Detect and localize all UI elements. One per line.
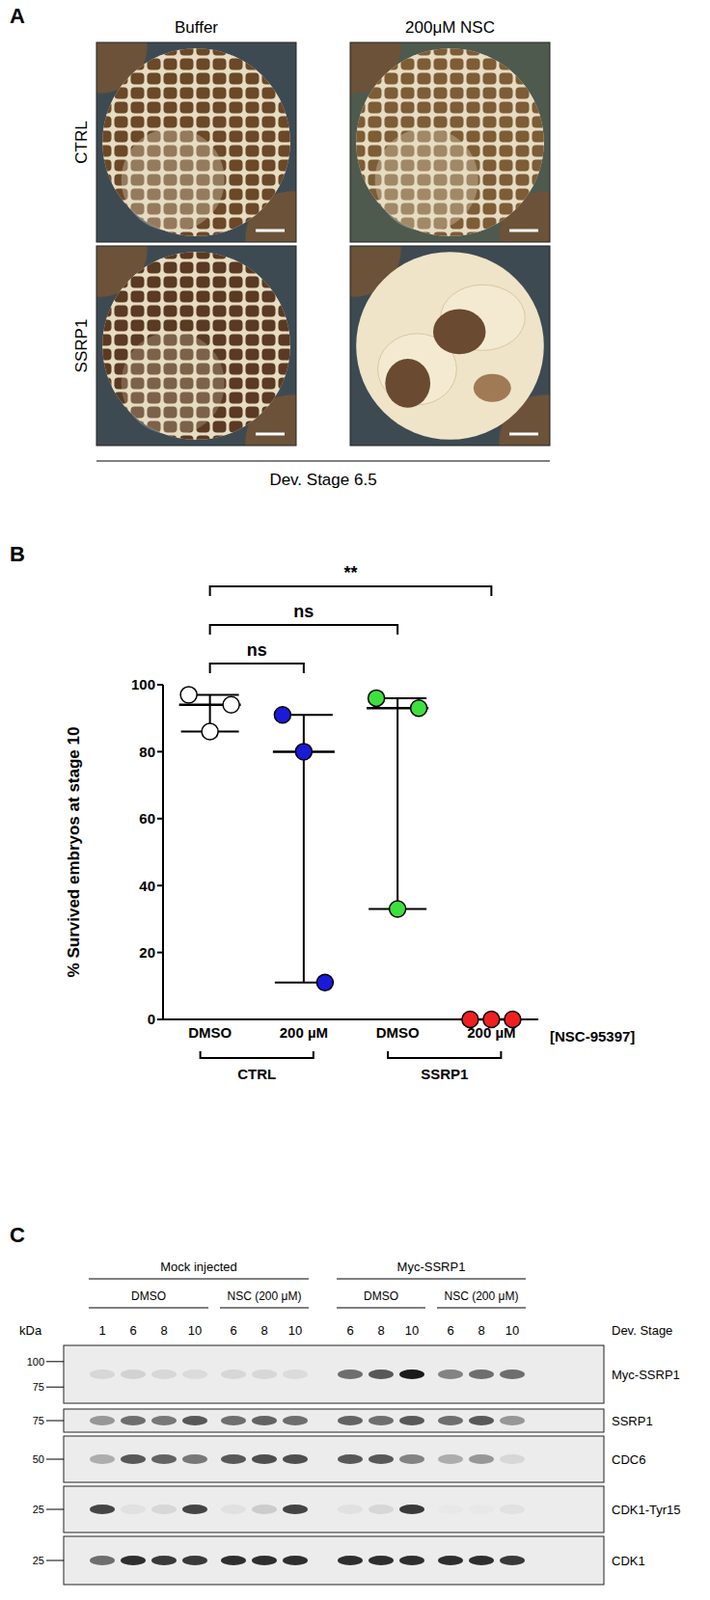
svg-text:NSC (200 μM): NSC (200 μM): [227, 1289, 302, 1304]
svg-text:100: 100: [27, 1356, 45, 1368]
svg-text:DMSO: DMSO: [131, 1289, 166, 1304]
svg-text:CDK1-Tyr15: CDK1-Tyr15: [611, 1502, 682, 1518]
svg-text:6: 6: [446, 1323, 454, 1339]
svg-text:1: 1: [98, 1323, 106, 1339]
svg-text:200 µM: 200 µM: [279, 1024, 328, 1041]
svg-text:60: 60: [138, 810, 156, 827]
svg-text:80: 80: [138, 743, 156, 761]
svg-text:25: 25: [32, 1503, 45, 1516]
svg-text:A: A: [9, 3, 26, 28]
svg-text:Buffer: Buffer: [174, 18, 219, 37]
svg-text:kDa: kDa: [19, 1323, 43, 1339]
svg-text:DMSO: DMSO: [363, 1289, 399, 1304]
svg-text:CTRL: CTRL: [237, 1065, 276, 1083]
svg-text:DMSO: DMSO: [376, 1024, 420, 1041]
svg-text:Myc-SSRP1: Myc-SSRP1: [611, 1367, 681, 1383]
svg-text:25: 25: [32, 1555, 45, 1567]
svg-text:50: 50: [32, 1453, 45, 1466]
svg-text:10: 10: [288, 1323, 302, 1339]
svg-text:ns: ns: [246, 640, 268, 660]
svg-text:8: 8: [260, 1323, 268, 1339]
svg-text:75: 75: [32, 1415, 45, 1427]
svg-text:NSC (200 μM): NSC (200 μM): [444, 1289, 519, 1304]
svg-text:6: 6: [129, 1323, 137, 1339]
svg-text:40: 40: [138, 877, 156, 895]
svg-text:200 µM: 200 µM: [466, 1024, 516, 1041]
svg-text:8: 8: [160, 1323, 167, 1339]
svg-text:75: 75: [32, 1381, 45, 1393]
svg-text:CDK1: CDK1: [611, 1554, 646, 1569]
svg-text:10: 10: [188, 1323, 202, 1339]
svg-text:CDC6: CDC6: [611, 1452, 646, 1468]
svg-text:20: 20: [138, 944, 156, 961]
svg-text:8: 8: [377, 1323, 384, 1339]
svg-text:10: 10: [405, 1323, 419, 1339]
svg-text:% Survived embryos at stage 10: % Survived embryos at stage 10: [64, 727, 83, 979]
svg-text:Mock injected: Mock injected: [160, 1259, 237, 1275]
svg-text:0: 0: [147, 1010, 156, 1028]
svg-text:SSRP1: SSRP1: [420, 1065, 468, 1083]
svg-text:C: C: [9, 1223, 26, 1248]
svg-text:200μM NSC: 200μM NSC: [405, 18, 495, 37]
svg-text:6: 6: [229, 1323, 237, 1339]
svg-text:[NSC-95397]: [NSC-95397]: [549, 1028, 635, 1045]
svg-text:DMSO: DMSO: [188, 1024, 232, 1041]
svg-text:ns: ns: [293, 601, 314, 622]
svg-text:B: B: [9, 542, 26, 567]
svg-text:Dev. Stage 6.5: Dev. Stage 6.5: [269, 470, 377, 490]
svg-text:SSRP1: SSRP1: [72, 319, 91, 374]
svg-text:100: 100: [131, 676, 156, 693]
svg-text:Dev. Stage: Dev. Stage: [611, 1323, 673, 1339]
svg-text:CTRL: CTRL: [72, 120, 91, 164]
svg-text:Myc-SSRP1: Myc-SSRP1: [397, 1259, 466, 1275]
svg-text:10: 10: [505, 1323, 519, 1339]
svg-text:SSRP1: SSRP1: [611, 1414, 654, 1429]
svg-text:8: 8: [477, 1323, 485, 1339]
svg-text:6: 6: [346, 1323, 354, 1339]
svg-text:**: **: [343, 563, 357, 583]
